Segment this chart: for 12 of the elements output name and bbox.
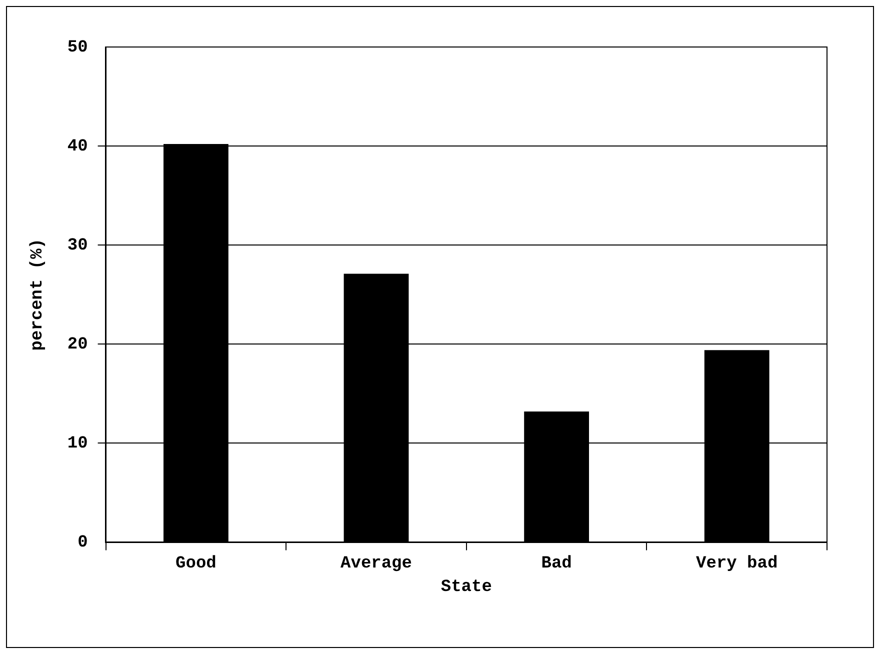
x-tick-label: Average	[340, 554, 412, 574]
x-axis-title: State	[440, 578, 492, 598]
y-tick-label: 10	[67, 434, 88, 454]
y-tick-label: 0	[78, 533, 88, 552]
x-tick-label: Bad	[541, 554, 572, 574]
y-tick-label: 20	[67, 335, 88, 354]
y-tick-label: 50	[67, 38, 88, 58]
y-tick-label: 40	[67, 137, 88, 156]
x-tick-label: Very bad	[696, 554, 778, 574]
y-axis-title: percent (%)	[28, 238, 48, 351]
y-tick-label: 30	[67, 236, 88, 256]
x-tick-label: Good	[176, 554, 216, 574]
